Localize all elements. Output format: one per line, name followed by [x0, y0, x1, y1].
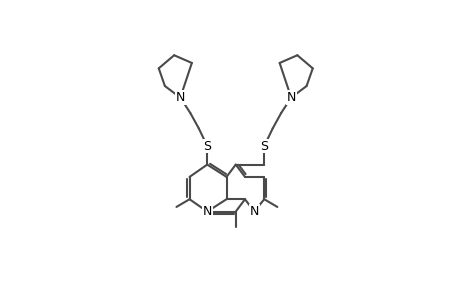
- Text: N: N: [202, 205, 212, 218]
- Text: S: S: [203, 140, 211, 153]
- Text: S: S: [260, 140, 268, 153]
- Text: N: N: [286, 91, 295, 104]
- Text: N: N: [175, 91, 185, 104]
- Text: N: N: [249, 205, 258, 218]
